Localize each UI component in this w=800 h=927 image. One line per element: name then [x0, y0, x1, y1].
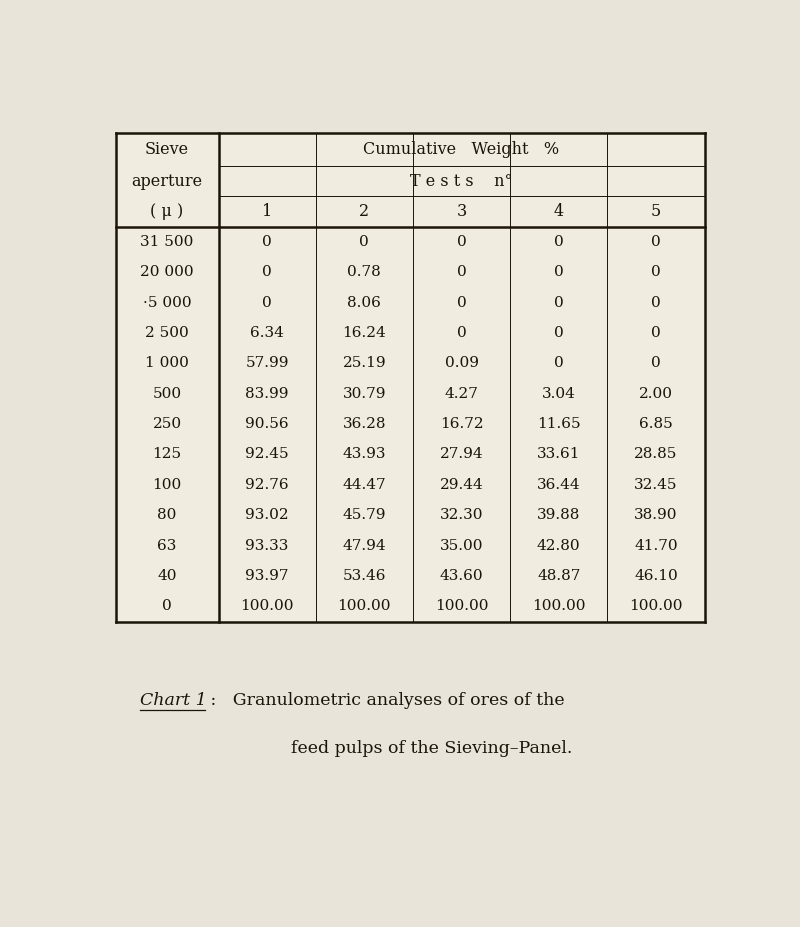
Text: 1 000: 1 000	[145, 356, 189, 370]
Text: Cumulative   Weight   %: Cumulative Weight %	[363, 141, 560, 158]
Text: 0: 0	[457, 265, 466, 279]
Text: 92.76: 92.76	[246, 477, 289, 492]
Text: 100.00: 100.00	[241, 600, 294, 614]
Text: 33.61: 33.61	[537, 448, 581, 462]
Text: 90.56: 90.56	[246, 417, 289, 431]
Text: 27.94: 27.94	[440, 448, 483, 462]
Text: ·5 000: ·5 000	[142, 296, 191, 310]
Text: 0: 0	[651, 296, 661, 310]
Text: 63: 63	[158, 539, 177, 552]
Text: 28.85: 28.85	[634, 448, 678, 462]
Text: 0: 0	[457, 296, 466, 310]
Text: 1: 1	[262, 203, 272, 220]
Text: 47.94: 47.94	[342, 539, 386, 552]
Text: 36.28: 36.28	[342, 417, 386, 431]
Text: 93.33: 93.33	[246, 539, 289, 552]
Text: 500: 500	[153, 387, 182, 400]
Text: 0: 0	[262, 265, 272, 279]
Text: :   Granulometric analyses of ores of the: : Granulometric analyses of ores of the	[206, 692, 565, 708]
Text: 25.19: 25.19	[342, 356, 386, 370]
Text: 44.47: 44.47	[342, 477, 386, 492]
Text: aperture: aperture	[131, 172, 202, 189]
Text: 40: 40	[158, 569, 177, 583]
Text: 11.65: 11.65	[537, 417, 581, 431]
Text: 0: 0	[554, 326, 563, 340]
Text: 0: 0	[554, 235, 563, 248]
Text: 0: 0	[262, 235, 272, 248]
Text: 0: 0	[651, 265, 661, 279]
Text: 39.88: 39.88	[537, 508, 581, 522]
Text: 45.79: 45.79	[342, 508, 386, 522]
Text: 53.46: 53.46	[342, 569, 386, 583]
Text: 42.80: 42.80	[537, 539, 581, 552]
Text: 100.00: 100.00	[629, 600, 682, 614]
Text: 100: 100	[153, 477, 182, 492]
Text: 0: 0	[651, 326, 661, 340]
Text: 43.60: 43.60	[440, 569, 483, 583]
Text: 80: 80	[158, 508, 177, 522]
Text: 3.04: 3.04	[542, 387, 576, 400]
Text: 57.99: 57.99	[246, 356, 289, 370]
Text: 125: 125	[153, 448, 182, 462]
Text: 32.30: 32.30	[440, 508, 483, 522]
Text: 100.00: 100.00	[338, 600, 391, 614]
Text: 6.34: 6.34	[250, 326, 284, 340]
Text: 83.99: 83.99	[246, 387, 289, 400]
Text: 0.09: 0.09	[445, 356, 478, 370]
Text: 4: 4	[554, 203, 564, 220]
Text: 38.90: 38.90	[634, 508, 678, 522]
Text: 0: 0	[359, 235, 370, 248]
Text: 0: 0	[457, 326, 466, 340]
Text: 29.44: 29.44	[440, 477, 483, 492]
Text: 93.02: 93.02	[246, 508, 289, 522]
Text: 3: 3	[457, 203, 466, 220]
Text: 2.00: 2.00	[639, 387, 673, 400]
Text: 6.85: 6.85	[639, 417, 673, 431]
Text: 35.00: 35.00	[440, 539, 483, 552]
Text: 0: 0	[162, 600, 172, 614]
Text: 36.44: 36.44	[537, 477, 581, 492]
Text: 92.45: 92.45	[246, 448, 289, 462]
Text: 0: 0	[554, 296, 563, 310]
Text: 2 500: 2 500	[145, 326, 189, 340]
Text: 48.87: 48.87	[537, 569, 581, 583]
Text: Sieve: Sieve	[145, 141, 189, 158]
Text: 30.79: 30.79	[342, 387, 386, 400]
Text: 0: 0	[554, 356, 563, 370]
Text: 0.78: 0.78	[347, 265, 382, 279]
Text: 5: 5	[650, 203, 661, 220]
Text: ( μ ): ( μ )	[150, 203, 184, 220]
Text: 46.10: 46.10	[634, 569, 678, 583]
Text: 4.27: 4.27	[445, 387, 478, 400]
Text: 43.93: 43.93	[342, 448, 386, 462]
Text: 100.00: 100.00	[532, 600, 586, 614]
Text: feed pulps of the Sieving–Panel.: feed pulps of the Sieving–Panel.	[291, 740, 572, 757]
Text: 0: 0	[554, 265, 563, 279]
Text: 16.72: 16.72	[440, 417, 483, 431]
Text: 20 000: 20 000	[140, 265, 194, 279]
Text: 2: 2	[359, 203, 370, 220]
Text: 0: 0	[651, 356, 661, 370]
Text: Chart 1: Chart 1	[140, 692, 207, 708]
Text: 8.06: 8.06	[347, 296, 382, 310]
Text: 32.45: 32.45	[634, 477, 678, 492]
Text: 93.97: 93.97	[246, 569, 289, 583]
Text: 31 500: 31 500	[140, 235, 194, 248]
Text: 250: 250	[153, 417, 182, 431]
Text: 41.70: 41.70	[634, 539, 678, 552]
Text: T e s t s    n°: T e s t s n°	[410, 172, 513, 189]
Text: 16.24: 16.24	[342, 326, 386, 340]
Text: 100.00: 100.00	[434, 600, 488, 614]
Text: 0: 0	[262, 296, 272, 310]
Text: 0: 0	[457, 235, 466, 248]
Text: 0: 0	[651, 235, 661, 248]
